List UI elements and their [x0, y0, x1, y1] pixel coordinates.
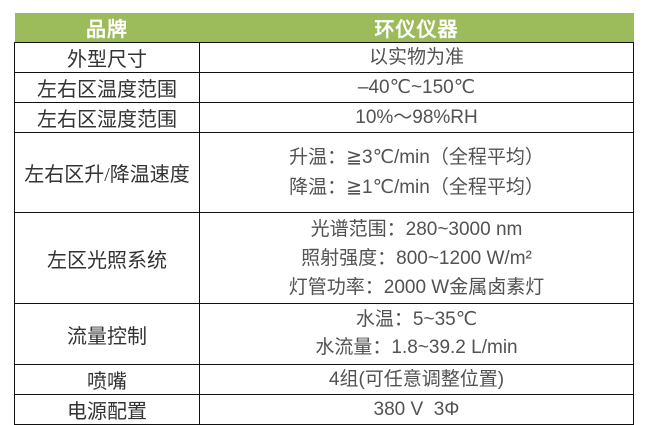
- header-brand-label: 品牌: [14, 13, 200, 43]
- value-line-heating: 升温：≧3℃/min（全程平均）: [289, 146, 544, 168]
- row-value-flow-control: 水温：5~35℃ 水流量：1.8~39.2 L/min: [199, 303, 634, 365]
- row-label-light-system: 左区光照系统: [14, 212, 200, 304]
- table-row-dimensions: 外型尺寸 以实物为准: [14, 42, 634, 73]
- row-value-dimensions: 以实物为准: [199, 42, 634, 73]
- value-line: 10%～98%RH: [355, 107, 478, 128]
- row-label-dimensions: 外型尺寸: [14, 42, 200, 73]
- spec-table: 品牌 环仪仪器 外型尺寸 以实物为准 左右区温度范围 –40℃~150℃ 左右区…: [14, 13, 634, 425]
- row-label-nozzles: 喷嘴: [14, 364, 200, 395]
- value-line-water-temp: 水温：5~35℃: [355, 309, 478, 330]
- value-line: 4组(可任意调整位置): [328, 369, 505, 390]
- table-row-nozzles: 喷嘴 4组(可任意调整位置): [14, 364, 634, 395]
- table-row-temperature-range: 左右区温度范围 –40℃~150℃: [14, 72, 634, 103]
- row-value-humidity-range: 10%～98%RH: [199, 102, 634, 133]
- value-line-intensity: 照射强度：800~1200 W/m²: [301, 247, 532, 269]
- table-row-ramp-rate: 左右区升/降温速度 升温：≧3℃/min（全程平均） 降温：≧1℃/min（全程…: [14, 132, 634, 213]
- table-row-flow-control: 流量控制 水温：5~35℃ 水流量：1.8~39.2 L/min: [14, 303, 634, 365]
- table-row-humidity-range: 左右区湿度范围 10%～98%RH: [14, 102, 634, 133]
- value-line-lamp-power: 灯管功率：2000 W金属卤素灯: [288, 276, 545, 298]
- value-line-cooling: 降温：≧1℃/min（全程平均）: [289, 176, 544, 198]
- row-label-ramp-rate: 左右区升/降温速度: [14, 132, 200, 213]
- row-value-ramp-rate: 升温：≧3℃/min（全程平均） 降温：≧1℃/min（全程平均）: [199, 132, 634, 213]
- row-label-power-supply: 电源配置: [14, 394, 200, 425]
- row-label-humidity-range: 左右区湿度范围: [14, 102, 200, 133]
- row-value-power-supply: 380 V 3Φ: [199, 394, 634, 425]
- row-value-nozzles: 4组(可任意调整位置): [199, 364, 634, 395]
- row-value-temperature-range: –40℃~150℃: [199, 72, 634, 103]
- table-header-row: 品牌 环仪仪器: [14, 13, 634, 43]
- value-line: 以实物为准: [368, 47, 464, 68]
- value-line-spectrum: 光谱范围：280~3000 nm: [310, 218, 523, 240]
- value-line: –40℃~150℃: [357, 77, 476, 98]
- row-value-light-system: 光谱范围：280~3000 nm 照射强度：800~1200 W/m² 灯管功率…: [199, 212, 634, 304]
- value-line-water-flow: 水流量：1.8~39.2 L/min: [315, 337, 518, 358]
- row-label-flow-control: 流量控制: [14, 303, 200, 365]
- value-line: 380 V 3Φ: [373, 399, 460, 420]
- header-brand-value: 环仪仪器: [199, 13, 634, 43]
- table-row-light-system: 左区光照系统 光谱范围：280~3000 nm 照射强度：800~1200 W/…: [14, 212, 634, 304]
- table-row-power-supply: 电源配置 380 V 3Φ: [14, 394, 634, 425]
- row-label-temperature-range: 左右区温度范围: [14, 72, 200, 103]
